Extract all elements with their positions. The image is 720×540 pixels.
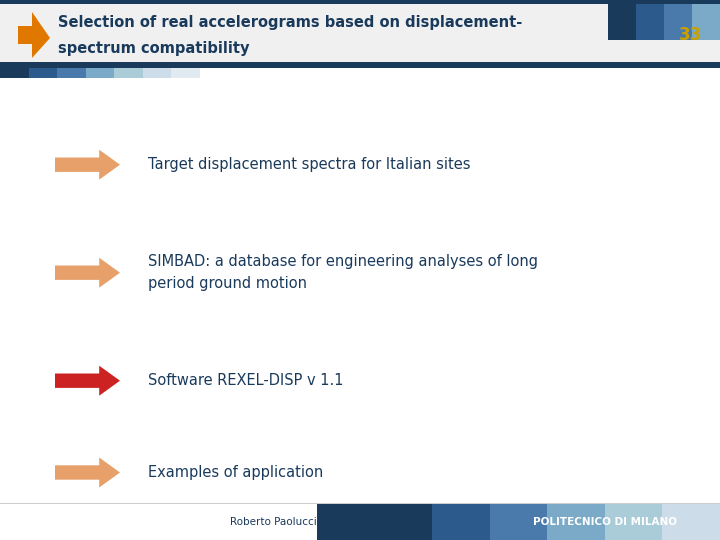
Text: Target displacement spectra for Italian sites: Target displacement spectra for Italian …: [148, 157, 470, 172]
Text: Examples of application: Examples of application: [148, 465, 323, 480]
Text: period ground motion: period ground motion: [148, 276, 307, 291]
Bar: [692, 4, 720, 40]
Text: Software REXEL-DISP v 1.1: Software REXEL-DISP v 1.1: [148, 373, 343, 388]
Polygon shape: [18, 12, 50, 58]
Bar: [317, 504, 374, 540]
Bar: [0, 68, 29, 78]
Text: Selection of real accelerograms based on displacement-: Selection of real accelerograms based on…: [58, 15, 522, 30]
Text: 33: 33: [678, 26, 701, 44]
Bar: [86, 68, 114, 78]
Bar: [0, 503, 720, 504]
Bar: [636, 4, 664, 40]
Polygon shape: [55, 457, 120, 488]
Polygon shape: [55, 258, 120, 288]
Bar: [0, 504, 317, 540]
Text: spectrum compatibility: spectrum compatibility: [58, 40, 250, 56]
Bar: [143, 68, 171, 78]
Bar: [114, 68, 143, 78]
Polygon shape: [55, 150, 120, 180]
Bar: [374, 504, 432, 540]
Polygon shape: [55, 366, 120, 396]
Bar: [664, 4, 692, 40]
Bar: [29, 68, 57, 78]
Bar: [547, 504, 605, 540]
Bar: [0, 0, 720, 4]
Text: Roberto Paolucci: Roberto Paolucci: [230, 517, 317, 527]
Text: POLITECNICO DI MILANO: POLITECNICO DI MILANO: [533, 517, 677, 527]
Bar: [171, 68, 200, 78]
Bar: [608, 4, 636, 40]
Bar: [490, 504, 547, 540]
Bar: [605, 504, 662, 540]
Bar: [432, 504, 490, 540]
Bar: [0, 62, 720, 68]
Bar: [662, 504, 720, 540]
Text: SIMBAD: a database for engineering analyses of long: SIMBAD: a database for engineering analy…: [148, 254, 538, 269]
Bar: [57, 68, 86, 78]
Bar: [0, 0, 720, 68]
